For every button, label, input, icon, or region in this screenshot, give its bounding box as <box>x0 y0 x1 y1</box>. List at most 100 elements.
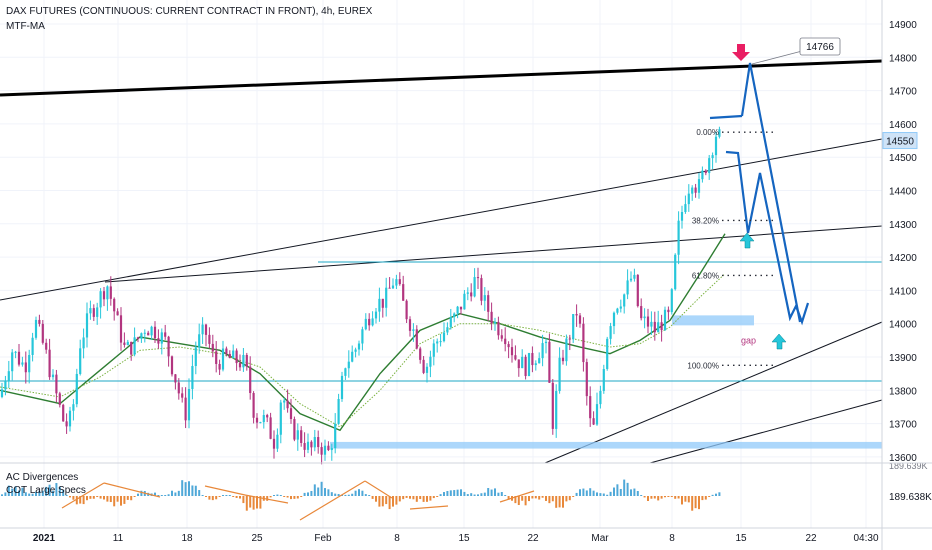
histogram-bar <box>351 493 354 496</box>
candle-body <box>14 351 17 353</box>
candle-body <box>79 348 82 374</box>
candle-body <box>204 324 208 335</box>
candle-body <box>259 422 262 424</box>
candle-body <box>7 371 10 382</box>
histogram-bar <box>643 496 646 498</box>
candle-body <box>160 332 163 344</box>
candle-body <box>470 292 473 297</box>
histogram-bar <box>154 492 156 496</box>
candle-body <box>381 298 384 308</box>
y-tick-label: 14900 <box>889 20 917 31</box>
up-arrow-marker <box>771 333 787 350</box>
fib-level-label: 61.80% <box>692 271 719 280</box>
histogram-bar <box>130 496 133 501</box>
histogram-bar <box>249 496 252 508</box>
candle-body <box>85 313 89 338</box>
candle-body <box>361 329 364 344</box>
candle-body <box>449 317 452 328</box>
histogram-bar <box>41 490 44 496</box>
histogram-bar <box>235 496 238 498</box>
candle-body <box>708 158 711 174</box>
histogram-bar <box>596 492 598 496</box>
histogram-bar <box>616 484 619 496</box>
histogram-bar <box>487 488 490 496</box>
ma-slow-line <box>0 273 726 428</box>
candle-body <box>670 289 673 313</box>
candle-body <box>555 391 558 429</box>
histogram-bar <box>528 496 530 502</box>
histogram-bar <box>609 491 612 496</box>
candle-body <box>150 326 153 336</box>
x-tick-label: Mar <box>591 533 609 544</box>
candle-body <box>558 357 561 392</box>
candle-body <box>402 284 405 301</box>
x-tick-label: 15 <box>735 533 747 544</box>
histogram-bar <box>232 496 235 497</box>
candle-body <box>684 204 687 213</box>
candle-body <box>340 375 344 400</box>
candle-body <box>371 318 374 326</box>
candle-body <box>320 447 323 455</box>
candle-body <box>711 155 714 159</box>
callout-pointer <box>751 49 807 65</box>
candle-body <box>561 357 565 362</box>
candle-body <box>221 348 225 370</box>
histogram-bar <box>449 490 452 496</box>
candle-body <box>633 274 636 279</box>
candle-body <box>667 309 670 313</box>
histogram-bar <box>55 483 58 496</box>
candle-body <box>497 321 500 336</box>
candle-body <box>572 314 575 340</box>
histogram-bar <box>439 494 442 496</box>
histogram-bar <box>89 496 92 499</box>
histogram-bar <box>368 495 371 496</box>
study-label: MTF-MA <box>6 21 45 32</box>
histogram-bar <box>109 496 112 503</box>
candle-body <box>68 410 72 427</box>
histogram-bar <box>402 496 405 500</box>
histogram-bar <box>579 489 581 496</box>
candle-body <box>408 319 412 331</box>
histogram-bar <box>72 496 75 500</box>
histogram-bar <box>687 496 690 503</box>
histogram-bar <box>568 496 571 501</box>
candle-body <box>96 307 99 317</box>
histogram-bar <box>718 492 721 496</box>
price-tag-label: 14550 <box>886 137 914 148</box>
fib-levels: 0.00% 38.20% 61.80% 100.00% <box>687 128 776 370</box>
candle-body <box>640 306 643 319</box>
candle-body <box>398 279 401 285</box>
up-arrow-marker <box>739 232 755 249</box>
price-tag-box <box>882 132 918 150</box>
candle-body <box>490 311 493 324</box>
candle-body <box>262 415 265 423</box>
histogram-bar <box>694 496 697 509</box>
histogram-bar <box>446 491 449 496</box>
chart-title: DAX FUTURES (CONTINUOUS: CURRENT CONTRAC… <box>6 6 373 17</box>
histogram-bar <box>562 496 564 508</box>
candle-body <box>599 390 602 405</box>
histogram-bar <box>514 496 517 504</box>
histogram-bar <box>463 491 466 496</box>
candle-body <box>551 382 554 429</box>
histogram-bar <box>164 495 167 496</box>
histogram-bar <box>398 496 401 502</box>
histogram-bar <box>385 496 388 505</box>
candle-body <box>442 332 446 342</box>
histogram-bar <box>327 489 330 496</box>
candle-body <box>347 361 350 369</box>
histogram-bar <box>116 496 119 502</box>
histogram-bar <box>381 496 384 507</box>
candle-body <box>106 286 109 300</box>
histogram-bar <box>473 494 476 496</box>
candle-body <box>82 337 85 349</box>
candle-body <box>439 341 442 343</box>
histogram-bar <box>364 494 367 496</box>
histogram-bar <box>215 496 218 500</box>
histogram-bar <box>120 496 122 506</box>
histogram-bar <box>558 496 561 508</box>
histogram-bar <box>75 496 78 505</box>
candle-body <box>476 277 480 279</box>
candle-body <box>646 316 650 327</box>
